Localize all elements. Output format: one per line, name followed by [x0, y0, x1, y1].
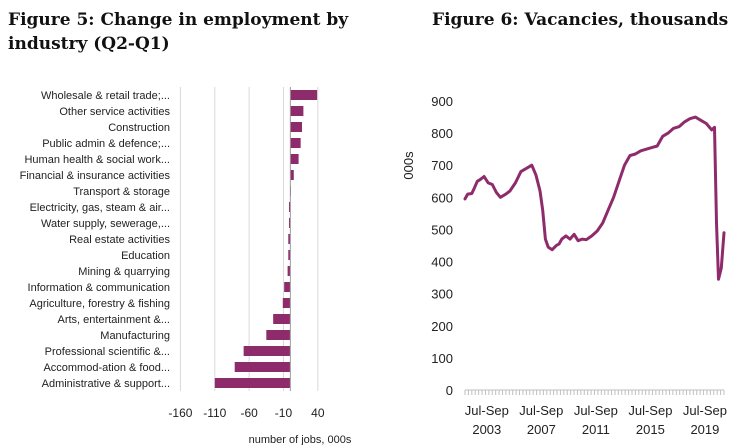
y-tick-label: 200: [431, 319, 453, 334]
x-tick-label: -10: [275, 406, 293, 420]
category-label: Transport & storage: [73, 186, 170, 198]
bar: [288, 234, 291, 244]
x-tick-label: 2015: [636, 422, 665, 437]
x-tick-label: Jul-Sep: [519, 403, 563, 418]
y-tick-label: 900: [431, 94, 453, 109]
vacancies-series-line: [463, 115, 726, 281]
bar: [290, 154, 299, 164]
x-tick-label: Jul-Sep: [628, 403, 672, 418]
category-label: Wholesale & retail trade;...: [41, 90, 170, 102]
bar: [290, 90, 318, 100]
y-axis-title: 000s: [401, 151, 416, 180]
y-tick-label: 0: [446, 383, 453, 398]
y-tick-label: 300: [431, 287, 453, 302]
category-label: Public admin & defence;...: [42, 138, 170, 150]
figure-5-title: Figure 5: Change in employment by indust…: [8, 10, 349, 54]
category-label: Professional scientific &...: [45, 346, 170, 358]
category-label: Financial & insurance activities: [20, 170, 171, 182]
x-tick-label: Jul-Sep: [574, 403, 618, 418]
bar: [234, 362, 291, 372]
category-label: Accommod-ation & food...: [43, 362, 170, 374]
x-tick-label: -160: [168, 406, 192, 420]
category-label: Other service activities: [59, 106, 170, 118]
category-label: Arts, entertainment &...: [58, 314, 171, 326]
x-tick-label: Jul-Sep: [683, 403, 727, 418]
category-label: Mining & quarrying: [78, 266, 170, 278]
category-label: Agriculture, forestry & fishing: [29, 298, 170, 310]
bar: [290, 170, 294, 180]
y-tick-label: 400: [431, 255, 453, 270]
bar: [288, 250, 291, 260]
category-label: Education: [121, 250, 170, 262]
bar: [284, 282, 291, 292]
x-tick-label: 2007: [527, 422, 556, 437]
bar: [290, 106, 304, 116]
bar: [287, 266, 291, 276]
y-tick-label: 100: [431, 351, 453, 366]
category-label: Administrative & support...: [42, 378, 170, 390]
bar: [266, 330, 291, 340]
x-tick-label: 2019: [690, 422, 719, 437]
bar: [273, 314, 291, 324]
x-tick-label: -110: [203, 406, 226, 420]
x-tick-label: 2003: [472, 422, 501, 437]
y-tick-label: 600: [431, 190, 453, 205]
bar: [288, 218, 291, 228]
category-label: Construction: [108, 122, 170, 134]
x-tick-label: 40: [311, 406, 325, 420]
x-tick-label: Jul-Sep: [465, 403, 509, 418]
bar: [214, 378, 291, 388]
x-axis-title: number of jobs, 000s: [249, 434, 352, 445]
bar: [243, 346, 291, 356]
y-tick-label: 800: [431, 126, 453, 141]
category-label: Electricity, gas, steam & air...: [30, 202, 170, 214]
bar: [282, 298, 291, 308]
bar: [290, 122, 303, 132]
bar: [290, 138, 301, 148]
x-tick-label: 2011: [582, 422, 610, 437]
category-label: Information & communication: [28, 282, 170, 294]
category-label: Real estate activities: [69, 234, 170, 246]
category-label: Human health & social work...: [24, 154, 170, 166]
figure-6-title: Figure 6: Vacancies, thousands: [432, 10, 729, 30]
category-label: Manufacturing: [100, 330, 170, 342]
bar: [288, 202, 291, 212]
y-tick-label: 700: [431, 158, 453, 173]
y-tick-label: 500: [431, 222, 453, 237]
x-tick-label: -60: [240, 406, 258, 420]
category-label: Water supply, sewerage,...: [41, 218, 170, 230]
